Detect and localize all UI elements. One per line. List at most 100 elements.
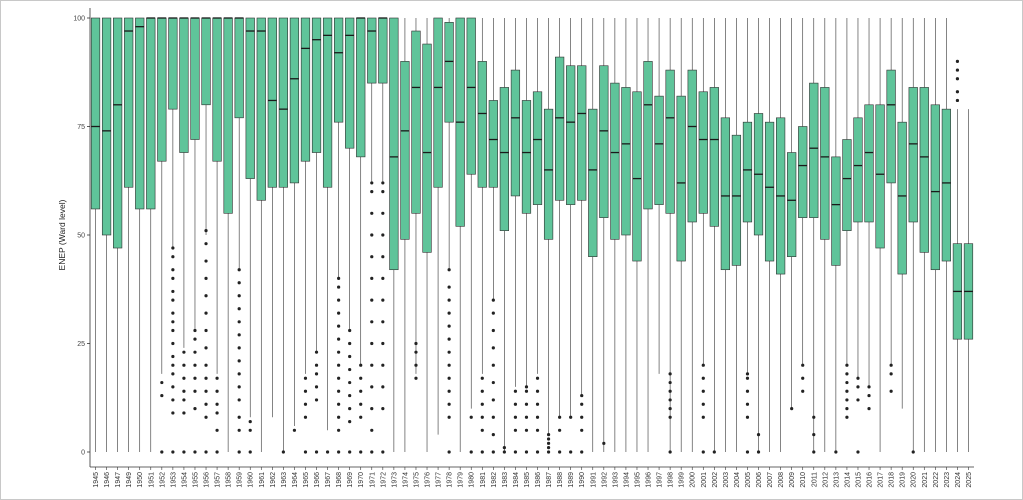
outlier-point bbox=[204, 415, 208, 419]
outlier-point bbox=[790, 407, 794, 411]
outlier-point bbox=[314, 372, 319, 376]
box-2015 bbox=[853, 18, 863, 379]
x-axis: 1945 1946 1947 1949 1950 1951 1952 1953 1954 1955… bbox=[90, 466, 974, 488]
x-tick-label: 2008 bbox=[778, 472, 785, 488]
box-1963 bbox=[278, 17, 288, 452]
x-tick-label: 2019 bbox=[900, 472, 907, 488]
box-body bbox=[124, 17, 134, 188]
box-1953 bbox=[168, 17, 178, 249]
box-body bbox=[488, 100, 498, 188]
outlier-point bbox=[701, 450, 705, 454]
outlier-point bbox=[668, 380, 672, 385]
box-1989 bbox=[566, 18, 576, 418]
box-body bbox=[367, 17, 377, 84]
box-body bbox=[300, 17, 311, 162]
outlier-point bbox=[204, 389, 208, 393]
outlier-point bbox=[447, 363, 451, 367]
box-2013 bbox=[831, 18, 841, 452]
x-tick-label: 1969 bbox=[347, 472, 354, 488]
box-body bbox=[422, 43, 432, 253]
box-body bbox=[853, 117, 863, 223]
outlier-point bbox=[303, 450, 308, 454]
box-body bbox=[742, 121, 753, 223]
outlier-point bbox=[348, 341, 352, 346]
box-1977 bbox=[433, 17, 443, 435]
outlier-point bbox=[248, 450, 252, 454]
outlier-point bbox=[845, 380, 849, 385]
outlier-point bbox=[337, 276, 341, 280]
outlier-point bbox=[204, 276, 208, 280]
box-body bbox=[256, 17, 266, 201]
box-body bbox=[610, 82, 620, 240]
outlier-point bbox=[348, 393, 352, 398]
box-body bbox=[356, 17, 366, 158]
box-1979 bbox=[455, 17, 465, 452]
x-tick-label: 2006 bbox=[756, 472, 763, 488]
box-1956 bbox=[201, 17, 211, 235]
outlier-point bbox=[535, 389, 540, 393]
outlier-point bbox=[845, 407, 849, 411]
box-1950 bbox=[135, 17, 145, 452]
x-tick-label: 1949 bbox=[126, 472, 133, 488]
box-body bbox=[731, 134, 742, 266]
outlier-point bbox=[381, 385, 385, 389]
box-1994 bbox=[621, 18, 631, 452]
outlier-point bbox=[668, 450, 672, 454]
box-2020 bbox=[908, 18, 918, 452]
box-1961 bbox=[256, 17, 266, 452]
x-tick-label: 1966 bbox=[314, 472, 321, 488]
outlier-point bbox=[745, 389, 750, 393]
x-tick-label: 1959 bbox=[237, 472, 244, 488]
outlier-point bbox=[480, 389, 484, 393]
outlier-point bbox=[812, 433, 816, 437]
outlier-point bbox=[447, 268, 451, 272]
x-tick-label: 1977 bbox=[436, 472, 443, 488]
outlier-point bbox=[745, 376, 750, 380]
box-2017 bbox=[875, 18, 885, 452]
box-body bbox=[400, 61, 410, 240]
outlier-point bbox=[491, 298, 495, 302]
outlier-point bbox=[480, 376, 484, 380]
outlier-point bbox=[535, 402, 540, 406]
outlier-point bbox=[712, 450, 716, 454]
outlier-point bbox=[701, 376, 705, 380]
box-1949 bbox=[124, 17, 134, 452]
box-body bbox=[621, 87, 631, 236]
box-body bbox=[278, 17, 288, 188]
box-body bbox=[499, 87, 509, 231]
box-body bbox=[820, 87, 830, 240]
box-1988 bbox=[555, 18, 565, 418]
outlier-point bbox=[292, 428, 297, 432]
outlier-point bbox=[867, 385, 871, 389]
outlier-point bbox=[370, 385, 374, 389]
x-tick-label: 1947 bbox=[115, 472, 122, 488]
outlier-point bbox=[889, 363, 893, 367]
outlier-point bbox=[834, 450, 838, 454]
box-body bbox=[654, 95, 664, 205]
outlier-point bbox=[337, 324, 341, 328]
box-1981 bbox=[477, 18, 487, 374]
outlier-point bbox=[193, 328, 197, 333]
box-body bbox=[234, 17, 244, 119]
x-tick-label: 1951 bbox=[148, 472, 155, 488]
box-1987 bbox=[543, 18, 554, 435]
y-tick-label: 50 bbox=[77, 233, 85, 240]
outlier-point bbox=[237, 372, 241, 376]
box-1945 bbox=[90, 17, 101, 452]
box-body bbox=[566, 65, 576, 205]
outlier-point bbox=[348, 354, 352, 359]
box-1958 bbox=[223, 17, 233, 452]
box-body bbox=[411, 30, 421, 214]
x-tick-label: 1989 bbox=[568, 472, 575, 488]
x-tick-label: 1968 bbox=[336, 472, 343, 488]
x-tick-label: 1978 bbox=[447, 472, 454, 488]
box-body bbox=[521, 100, 532, 214]
outlier-point bbox=[845, 398, 849, 402]
outlier-point bbox=[348, 407, 352, 411]
box-2022 bbox=[930, 18, 940, 452]
outlier-point bbox=[668, 398, 672, 402]
box-body bbox=[267, 17, 277, 188]
outlier-point bbox=[359, 450, 363, 454]
box-1984 bbox=[510, 18, 521, 387]
outlier-point bbox=[337, 389, 341, 393]
